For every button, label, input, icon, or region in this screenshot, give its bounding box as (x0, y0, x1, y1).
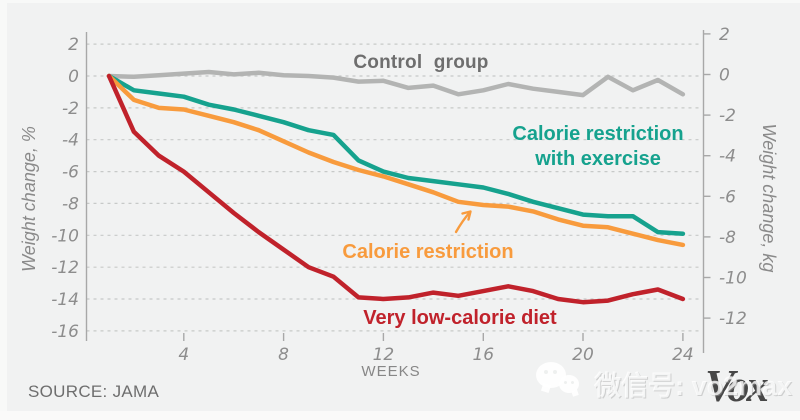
label-very-low-calorie-diet: Very low-calorie diet (363, 307, 557, 329)
right-axis-tick-label: 2 (719, 25, 730, 45)
arrow-to-calorie-restriction-line-icon (454, 210, 472, 234)
top-edge-strip (0, 0, 800, 3)
series-line-cr (106, 73, 686, 248)
left-axis-tick-label: -6 (62, 163, 79, 183)
right-axis-tick-label: -4 (719, 147, 736, 167)
right-axis-tick-label: -10 (719, 269, 747, 289)
x-axis-tick-label: 8 (278, 345, 289, 365)
left-axis-tick-label: -2 (62, 99, 79, 119)
label-calorie-restriction-with-exercise: Calorie restriction with exercise (500, 122, 696, 172)
right-axis-tick-label: -8 (719, 228, 736, 248)
vox-logo: Vox (705, 361, 769, 411)
right-axis-tick-label: -6 (719, 187, 736, 207)
label-control-group: Control group (353, 52, 489, 73)
wechat-watermark: 微信号: vo2max (536, 358, 796, 404)
right-axis-tick-label: 0 (719, 66, 730, 86)
left-axis-tick-label: -14 (51, 290, 79, 310)
left-axis-tick-label: -12 (51, 258, 79, 278)
left-axis-tick-label: -4 (62, 131, 79, 151)
right-axis-tick-label: -12 (719, 309, 747, 329)
x-axis-tick-label: 24 (672, 345, 694, 365)
bottom-edge-strip (0, 411, 800, 420)
x-axis-tick-label: 12 (373, 345, 395, 365)
x-axis-tick-label: 20 (572, 345, 594, 365)
label-calorie-restriction-with-exercise-line1: Calorie restriction (512, 123, 684, 145)
left-axis-tick-label: -8 (62, 194, 79, 214)
left-axis-tick-label: -16 (51, 322, 79, 342)
right-axis-tick-label: -2 (719, 106, 736, 126)
series-line-vlcd (106, 73, 686, 305)
x-axis-label: WEEKS (361, 363, 421, 380)
left-axis-tick-label: 0 (68, 67, 79, 87)
label-calorie-restriction-with-exercise-line2: with exercise (535, 148, 661, 170)
left-axis-tick-label: -10 (51, 226, 79, 246)
right-axis-title: Weight change, kg (759, 123, 779, 273)
left-edge-strip (0, 0, 7, 420)
wechat-watermark-text: 微信号: vo2max (594, 371, 793, 401)
source-credit: SOURCE: JAMA (28, 382, 160, 401)
series-line-cr_exercise (106, 73, 686, 236)
left-axis-tick-label: 2 (68, 35, 79, 55)
left-axis-title: Weight change, % (19, 126, 39, 272)
x-axis-tick-label: 16 (472, 345, 494, 365)
wechat-icon (536, 362, 582, 400)
series-line-control (106, 69, 686, 98)
label-calorie-restriction: Calorie restriction (342, 241, 514, 263)
x-axis-tick-label: 4 (178, 345, 189, 365)
